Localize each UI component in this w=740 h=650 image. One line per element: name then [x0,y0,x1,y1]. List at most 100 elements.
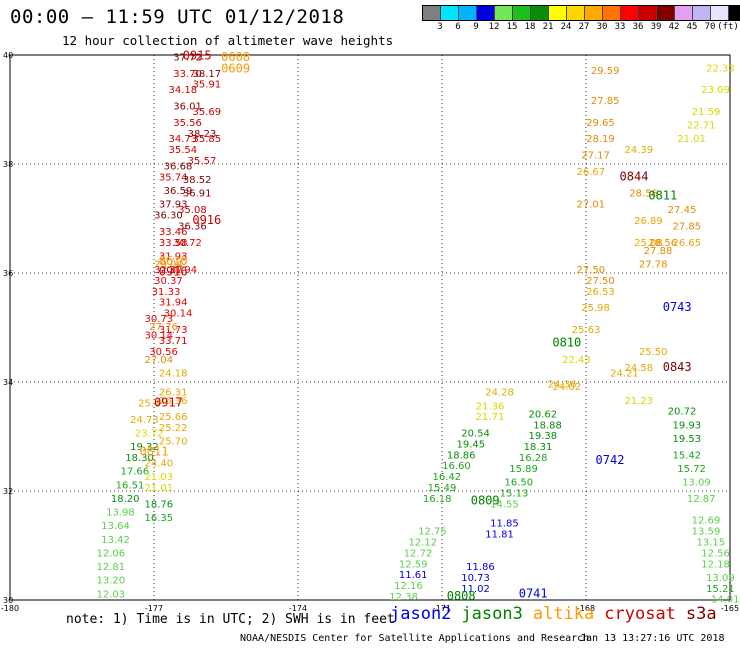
wave-height-label: 12.12 [408,538,437,549]
legend-jason2: jason2 [390,604,452,624]
y-tick-label: 34 [3,378,13,387]
color-tick-label: 21 [542,22,554,32]
wave-height-label: 12.06 [96,548,125,559]
wave-height-label: 27.50 [586,276,615,287]
color-tick-label: 18 [524,22,536,32]
wave-height-label: 38.17 [192,69,221,80]
wave-height-label: 12.69 [692,516,721,527]
pass-time-label: 0811 [648,188,677,202]
wave-height-label: 26.53 [586,287,615,298]
wave-height-label: 21.03 [144,472,173,483]
legend-jason3: jason3 [461,604,523,624]
color-swatch-5 [513,6,531,20]
wave-height-label: 19.38 [528,431,557,442]
wave-height-label: 27.50 [576,265,605,276]
wave-height-label: 18.86 [447,450,476,461]
wave-height-label: 31.93 [159,251,188,262]
color-swatch-8 [567,6,585,20]
legend-cryosat: cryosat [604,604,676,624]
pass-time-label: 0917 [154,396,183,410]
wave-height-label: 33.46 [159,227,188,238]
wave-height-label: 12.72 [404,548,433,559]
wave-height-label: 35.91 [192,80,221,91]
x-tick-label: -180 [1,604,19,613]
wave-height-label: 15.72 [677,464,706,475]
wave-height-label: 37.72 [173,52,202,63]
color-swatch-12 [639,6,657,20]
wave-height-label: 13.15 [696,538,725,549]
color-tick-label: 12 [488,22,500,32]
wave-height-label: 16.28 [519,453,548,464]
color-swatch-3 [477,6,495,20]
wave-height-label: 30.73 [144,314,173,325]
wave-height-label: 27.85 [672,221,701,232]
wave-height-label: 13.09 [682,478,711,489]
color-swatch-10 [603,6,621,20]
wave-height-label: 24.02 [552,382,581,393]
legend-s3a: s3a [685,604,717,624]
color-tick-label: 70 [704,22,716,32]
wave-height-label: 21.23 [624,396,653,407]
wave-height-label: 13.59 [692,527,721,538]
wave-height-label: 36.59 [164,186,193,197]
wave-height-label: 24.39 [624,145,653,156]
color-swatch-11 [621,6,639,20]
color-tick-label: 39 [650,22,662,32]
wave-height-label: 27.78 [639,260,668,271]
color-swatch-6 [531,6,549,20]
wave-height-label: 19.45 [456,439,485,450]
pass-time-label: 0743 [663,300,692,314]
legend-altika: altika [532,604,595,624]
pass-time-label: 0810 [552,336,581,350]
wave-height-label: 25.66 [159,412,188,423]
x-tick-label: -165 [721,604,739,613]
wave-height-label: 11.85 [490,518,519,529]
wave-height-label: 31.94 [159,298,188,309]
wave-height-label: 12.59 [399,559,428,570]
wave-height-label: 27.85 [591,96,620,107]
color-tick-label: 9 [473,22,479,32]
color-tick-label: 6 [455,22,461,32]
wave-height-label: 36.01 [173,102,202,113]
color-tick-label: 36 [632,22,644,32]
wave-height-label: 29.04 [154,260,183,271]
wave-height-label: 33.58 [159,238,188,249]
wave-height-label: 35.56 [173,118,202,129]
color-tick-label: 30 [596,22,608,32]
wave-height-label: 34.18 [168,85,197,96]
pass-time-label: 0811 [140,445,169,459]
wave-height-label: 12.18 [701,559,730,570]
wave-height-label: 30.14 [164,309,193,320]
wave-height-label: 18.31 [524,442,553,453]
wave-height-label: 30.56 [149,347,178,358]
wave-height-label: 13.98 [106,508,135,519]
color-tick-label: 15 [506,22,518,32]
wave-height-label: 36.91 [183,189,212,200]
plot-frame [9,54,731,601]
y-tick-label: 30 [3,596,13,605]
color-tick-label: 33 [614,22,626,32]
wave-height-label: 28.19 [586,134,615,145]
wave-height-label: 27.04 [144,355,173,366]
wave-height-label: 26.89 [634,216,663,227]
color-swatch-17 [729,6,740,20]
wave-height-label: 26.67 [576,167,605,178]
color-scale-bar [422,5,740,21]
pass-time-label: 0916 [159,265,188,279]
wave-height-label: 18.20 [111,494,140,505]
pass-time-label: 0742 [596,453,625,467]
wave-height-label: 14.01 [711,595,740,606]
units-note: note: 1) Time is in UTC; 2) SWH is in fe… [66,612,395,627]
wave-height-label: 16.35 [144,513,173,524]
wave-height-label: 25.08 [634,238,663,249]
wave-height-label: 22.71 [687,121,716,132]
wave-height-label: 18.30 [125,453,154,464]
wave-height-label: 27.01 [576,200,605,211]
wave-height-label: 24.73 [130,415,159,426]
wave-height-label: 19.53 [672,434,701,445]
wave-height-label: 26.65 [672,238,701,249]
wave-height-label: 25.98 [581,303,610,314]
wave-height-label: 25.4 [138,399,160,410]
wave-height-label: 16.42 [432,472,461,483]
wave-height-label: 17.66 [120,467,149,478]
